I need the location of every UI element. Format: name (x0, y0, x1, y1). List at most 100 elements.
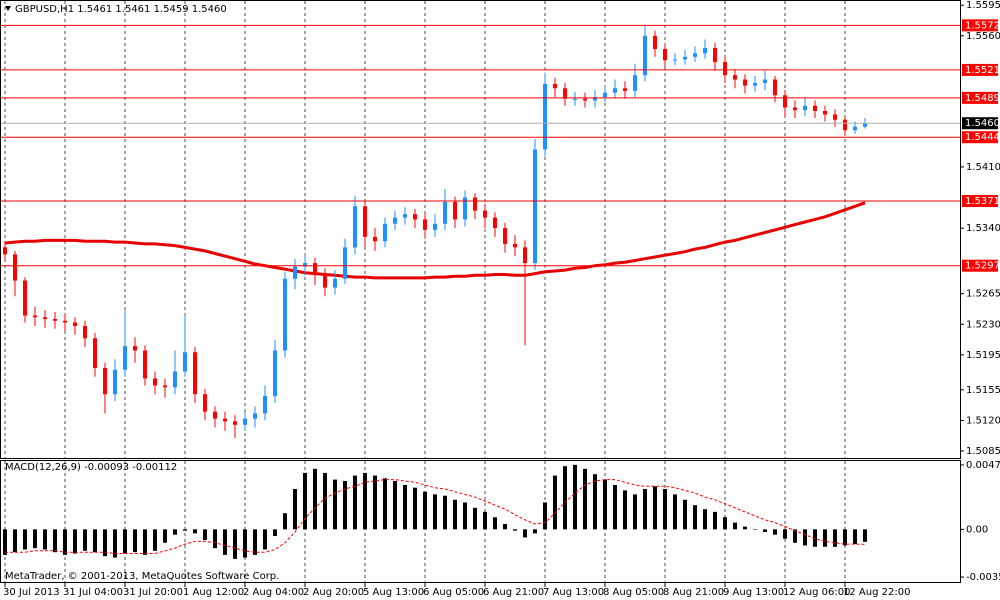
candle-body (743, 79, 747, 86)
candle-body (463, 197, 467, 220)
candle-body (273, 350, 277, 396)
macd-bar (453, 499, 457, 530)
macd-bar (813, 529, 817, 547)
macd-bar (343, 480, 347, 530)
y-tick-label: 1.5340 (966, 223, 1000, 234)
macd-title: MACD(12,26,9) -0.00093 -0.00112 (5, 462, 177, 473)
macd-bar (693, 505, 697, 530)
x-tick-label: 6 Aug 21:00 (483, 587, 544, 598)
macd-bar (213, 529, 217, 549)
macd-bar (843, 529, 847, 546)
candle-body (323, 273, 327, 288)
macd-bar (613, 484, 617, 530)
x-tick-label: 30 Jul 2013 (3, 587, 60, 598)
y-tick-label: 1.5595 (966, 0, 1000, 11)
candle-body (623, 88, 627, 91)
candle-body (413, 214, 417, 220)
candle-body (73, 322, 77, 327)
candle-body (263, 395, 267, 414)
candle-body (233, 421, 237, 425)
macd-bar (833, 529, 837, 547)
candle-body (23, 280, 27, 316)
macd-bar (463, 502, 467, 530)
candle-body (733, 75, 737, 80)
candle-body (613, 88, 617, 93)
price-level-tag (962, 63, 998, 76)
candle-body (453, 201, 457, 220)
macd-bar (293, 489, 297, 530)
price-level-label: 1.5521 (965, 65, 1000, 76)
price-level-tag (962, 19, 998, 32)
macd-bar (433, 494, 437, 530)
macd-bar (513, 529, 517, 531)
candle-body (693, 53, 697, 57)
candle-body (13, 254, 17, 281)
macd-bar (33, 529, 37, 549)
candle-body (493, 217, 497, 229)
candle-body (823, 111, 827, 115)
candle-body (133, 346, 137, 351)
x-tick-label: 8 Aug 21:00 (663, 587, 724, 598)
candle-body (813, 105, 817, 112)
macd-bar (413, 487, 417, 530)
candle-body (313, 263, 317, 274)
macd-bar (63, 529, 67, 555)
candle-body (653, 35, 657, 49)
macd-bar (573, 464, 577, 530)
macd-bar (773, 529, 777, 535)
macd-bar (503, 523, 507, 530)
price-level-tag (962, 259, 998, 272)
macd-bar (373, 475, 377, 530)
candle-body (213, 411, 217, 419)
macd-bar (153, 529, 157, 551)
candle-body (633, 75, 637, 91)
macd-bar (853, 529, 857, 545)
x-tick-label: 12 Aug 06:00 (783, 587, 850, 598)
macd-bar (753, 529, 757, 530)
candle-body (793, 107, 797, 111)
macd-bar (53, 529, 57, 553)
macd-bar (743, 526, 747, 530)
macd-bar (473, 507, 477, 530)
candle-body (203, 394, 207, 412)
macd-bar (533, 529, 537, 534)
candle-body (143, 350, 147, 379)
last-price-label: 1.5460 (965, 118, 1000, 129)
candle-body (373, 236, 377, 242)
candle-body (533, 149, 537, 264)
candle-body (723, 62, 727, 76)
macd-bar (183, 529, 187, 531)
macd-bar (793, 529, 797, 543)
candle-body (503, 228, 507, 244)
candle-body (353, 206, 357, 248)
chart-title: GBPUSD,H1 1.5461 1.5461 1.5459 1.5460 (15, 4, 227, 15)
y-tick-label: 1.5410 (966, 162, 1000, 173)
candle-body (283, 278, 287, 351)
macd-bar (603, 479, 607, 530)
y-tick-label: 1.5560 (966, 31, 1000, 42)
macd-bar (113, 529, 117, 558)
macd-bar (593, 474, 597, 530)
macd-bar (23, 529, 27, 550)
candle-body (403, 214, 407, 218)
symbol-icon (5, 6, 11, 11)
y-tick-label: 0.00479 (966, 460, 1000, 471)
x-tick-label: 9 Aug 13:00 (723, 587, 784, 598)
candle-body (643, 35, 647, 76)
candle-body (513, 243, 517, 248)
candle-body (83, 326, 87, 339)
candle-body (433, 223, 437, 230)
x-tick-label: 31 Jul 20:00 (123, 587, 183, 598)
macd-bar (633, 494, 637, 530)
candle-body (33, 315, 37, 318)
macd-bar (323, 472, 327, 530)
candle-body (763, 79, 767, 84)
candle-body (163, 385, 167, 388)
candle-body (113, 369, 117, 395)
macd-bar (223, 529, 227, 555)
macd-bar (363, 472, 367, 530)
candle-body (563, 88, 567, 99)
macd-bar (353, 475, 357, 530)
candle-body (783, 95, 787, 108)
macd-bar (273, 529, 277, 537)
